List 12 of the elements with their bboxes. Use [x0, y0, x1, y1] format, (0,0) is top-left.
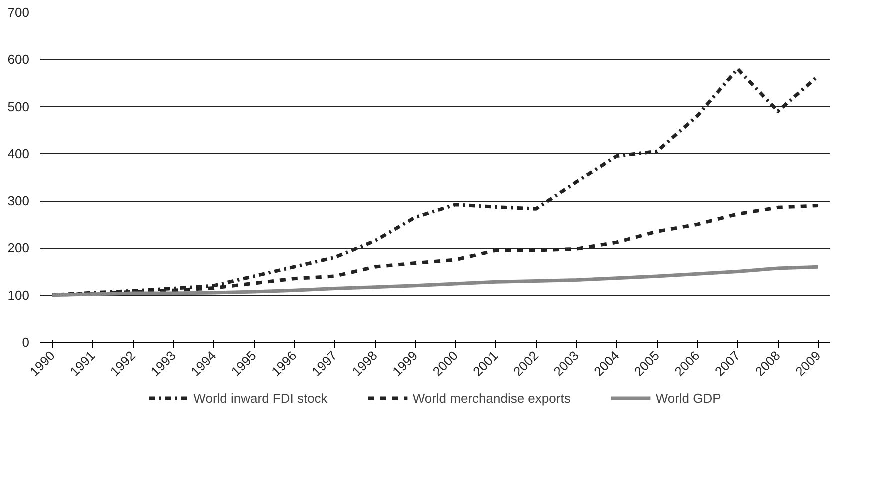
y-tick-label: 400 [8, 146, 30, 162]
y-tick-label: 500 [8, 99, 30, 114]
y-tick-label: 700 [8, 5, 30, 20]
legend-label: World merchandise exports [412, 390, 571, 406]
legend-label: World GDP [656, 390, 722, 406]
legend-label: World inward FDI stock [194, 390, 328, 406]
line-series [50, 265, 820, 298]
y-tick-label: 300 [8, 194, 30, 209]
y-tick-label: 0 [22, 335, 30, 350]
y-tick-label: 600 [8, 52, 30, 68]
y-tick-label: 200 [8, 240, 30, 256]
y-tick-label: 100 [8, 288, 30, 303]
